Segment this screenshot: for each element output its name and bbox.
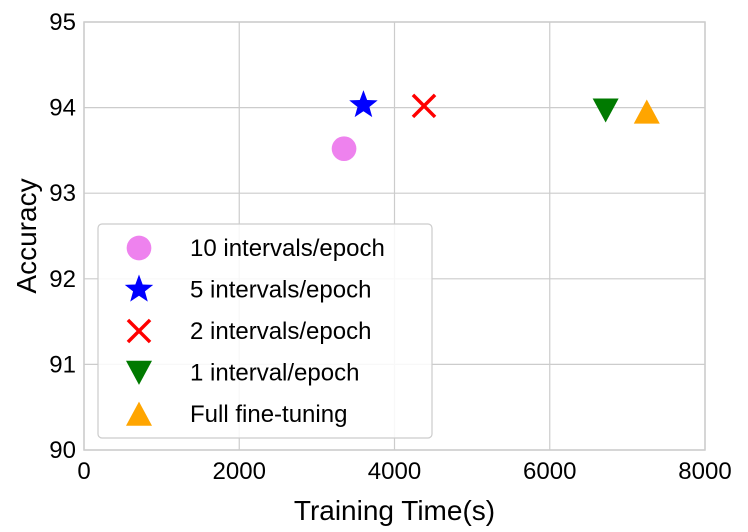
legend-item: 1 interval/epoch	[126, 360, 359, 387]
legend-marker	[126, 318, 152, 344]
legend-marker	[126, 360, 152, 385]
data-point	[331, 136, 357, 162]
legend-box	[97, 223, 433, 439]
legend-item: 5 intervals/epoch	[124, 274, 371, 304]
x-tick-label: 0	[77, 458, 90, 485]
legend-label: 1 interval/epoch	[190, 360, 359, 387]
x-axis-label: Training Time(s)	[294, 495, 495, 526]
legend-item: 10 intervals/epoch	[126, 235, 385, 262]
data-point	[633, 99, 660, 124]
x-tick-label: 4000	[368, 458, 421, 485]
y-tick-label: 95	[49, 9, 76, 36]
y-tick-label: 93	[49, 180, 76, 207]
data-point	[411, 93, 437, 119]
legend-marker	[126, 401, 152, 426]
legend-marker	[126, 235, 152, 261]
legend-label: Full fine-tuning	[190, 401, 347, 428]
legend-label: 10 intervals/epoch	[190, 235, 385, 262]
data-points	[331, 90, 660, 162]
y-axis-label: Accuracy	[11, 178, 42, 293]
data-point	[592, 98, 619, 123]
legend: 10 intervals/epoch 5 intervals/epoch 2 int…	[97, 223, 433, 439]
y-tick-label: 94	[49, 95, 76, 122]
legend-marker	[124, 274, 154, 302]
legend-items: 10 intervals/epoch 5 intervals/epoch 2 int…	[124, 235, 385, 428]
y-tick-label: 90	[49, 437, 76, 464]
legend-item: 2 intervals/epoch	[126, 318, 371, 345]
x-tick-label: 8000	[678, 458, 731, 485]
x-tick-label: 6000	[523, 458, 576, 485]
x-tick-label: 2000	[213, 458, 266, 485]
legend-label: 5 intervals/epoch	[190, 277, 371, 304]
y-tick-label: 92	[49, 266, 76, 293]
data-point	[349, 90, 378, 118]
legend-label: 2 intervals/epoch	[190, 318, 371, 345]
y-tick-label: 91	[49, 351, 76, 378]
legend-item: Full fine-tuning	[126, 401, 347, 428]
axis-ticks: 0 2000 4000 6000 8000 90 91 92 93 94 95	[49, 9, 731, 485]
plot-area	[83, 21, 706, 451]
